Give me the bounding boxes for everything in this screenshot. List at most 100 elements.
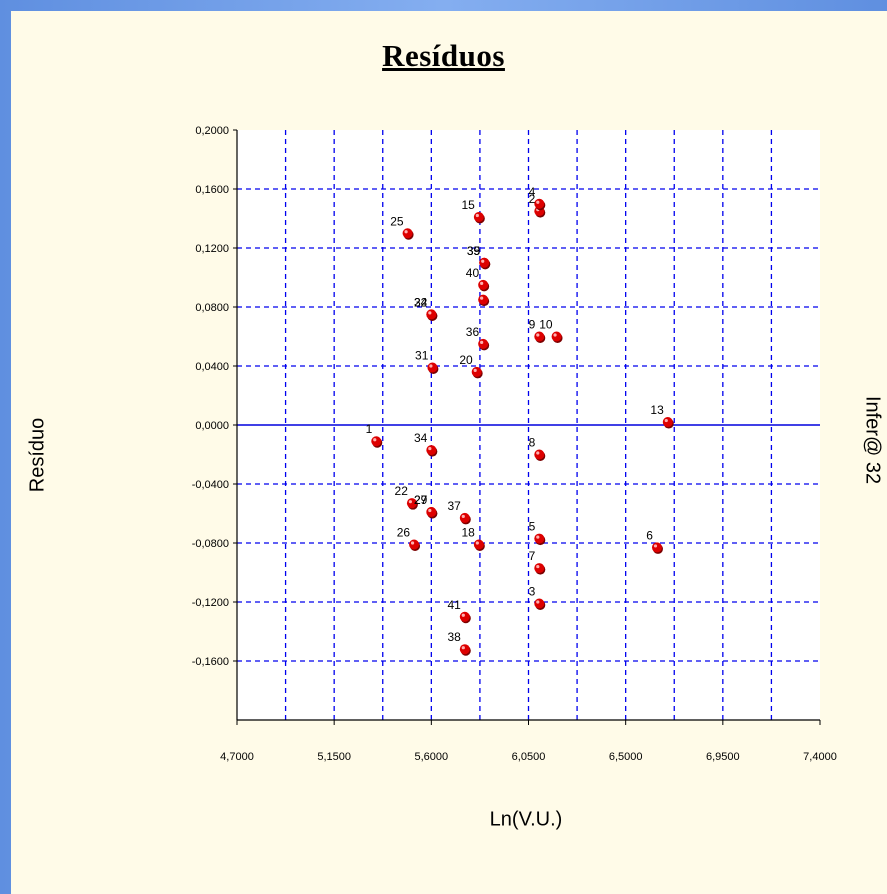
y-tick-label: -0,0800 [192,538,229,550]
data-point-highlight [473,368,477,372]
data-point-label: 4 [529,185,536,199]
data-point-highlight [461,613,465,617]
data-point-label: 37 [447,499,461,513]
data-point-highlight [664,418,668,423]
y-tick-label: -0,1200 [192,597,229,609]
data-point [479,257,490,268]
data-point [551,331,562,342]
data-point [471,366,482,377]
data-point [426,507,437,518]
data-point-highlight [536,600,540,604]
data-point-label: 18 [461,525,475,539]
data-point-label: 34 [414,431,428,445]
data-point-highlight [461,646,465,650]
data-point-highlight [480,281,484,285]
data-point-highlight [408,500,412,504]
y-tick-label: -0,0400 [192,479,229,491]
data-point [534,533,545,544]
data-point-label: 13 [650,403,664,417]
data-point [459,512,470,523]
data-point [459,611,470,622]
data-point [651,542,662,553]
data-point-label: 38 [447,630,461,644]
data-point [427,362,438,373]
x-tick-label: 5,6000 [415,751,449,763]
x-tick-label: 5,1500 [317,751,351,763]
data-point-highlight [481,259,485,263]
chart-title: Resíduos [382,38,505,73]
data-point-label: 41 [447,598,461,612]
data-point [478,338,489,349]
data-point-highlight [480,296,484,300]
y-tick-label: -0,1600 [192,656,229,668]
data-point-label: 40 [466,266,480,280]
data-point [534,449,545,460]
x-axis-label: Ln(V.U.) [489,808,563,831]
data-point [478,294,489,305]
data-point-label: 31 [415,348,429,362]
data-point [473,539,484,550]
data-point [426,309,437,320]
data-point-highlight [429,364,433,368]
data-point [473,212,484,223]
data-point-label: 2 [529,192,536,206]
y-tick-label: 0,0000 [195,420,229,432]
data-point-label: 5 [529,520,536,534]
data-point-highlight [475,541,479,545]
y-tick-label: 0,0800 [195,302,229,314]
data-point-label: 10 [539,318,553,332]
x-tick-label: 6,0500 [512,751,546,763]
data-point-label: 7 [529,549,536,563]
data-point-label: 29 [414,493,428,507]
data-point-label: 8 [529,436,536,450]
data-point-label: 32 [414,295,428,309]
data-point [371,436,382,447]
data-point-highlight [536,333,540,337]
data-point-highlight [653,544,658,548]
data-point [534,198,545,209]
data-point-label: 24 [414,295,428,309]
data-point [662,417,673,428]
x-tick-label: 7,4000 [803,751,837,763]
x-tick-label: 6,9500 [706,751,740,763]
data-point-label: 25 [390,214,404,228]
y-tick-label: 0,2000 [195,125,229,137]
y-tick-label: 0,1600 [195,184,229,196]
data-point [478,279,489,290]
x-tick-label: 6,5000 [609,751,643,763]
data-point-highlight [536,200,540,204]
data-point-label: 9 [529,318,536,332]
data-point-highlight [536,535,540,539]
y-tick-label: 0,0400 [195,361,229,373]
data-point-highlight [461,514,465,519]
data-point [402,228,413,239]
data-point-highlight [428,508,432,513]
x-tick-label: 4,7000 [220,751,254,763]
data-point-label: 26 [397,525,411,539]
data-point-label: 39 [467,244,481,258]
data-point-label: 15 [461,198,475,212]
data-point [459,644,470,655]
data-point-label: 3 [529,584,536,598]
data-point-highlight [373,438,377,442]
data-point-highlight [428,311,432,315]
data-point-highlight [475,213,479,218]
data-point-label: 22 [395,484,409,498]
data-point-highlight [536,451,540,455]
data-point-highlight [404,230,408,234]
data-point-label: 35 [467,244,481,258]
y-tick-label: 0,1200 [195,243,229,255]
data-point-highlight [553,333,557,337]
data-point-highlight [410,541,415,545]
data-point [534,598,545,609]
data-point-label: 36 [466,325,480,339]
data-point [534,563,545,574]
data-point [426,445,437,456]
data-point-label: 27 [414,493,428,507]
data-point-label: 20 [459,353,473,367]
data-point-highlight [536,564,540,569]
data-point [534,331,545,342]
data-point [409,539,420,550]
data-point-label: 6 [646,528,653,542]
